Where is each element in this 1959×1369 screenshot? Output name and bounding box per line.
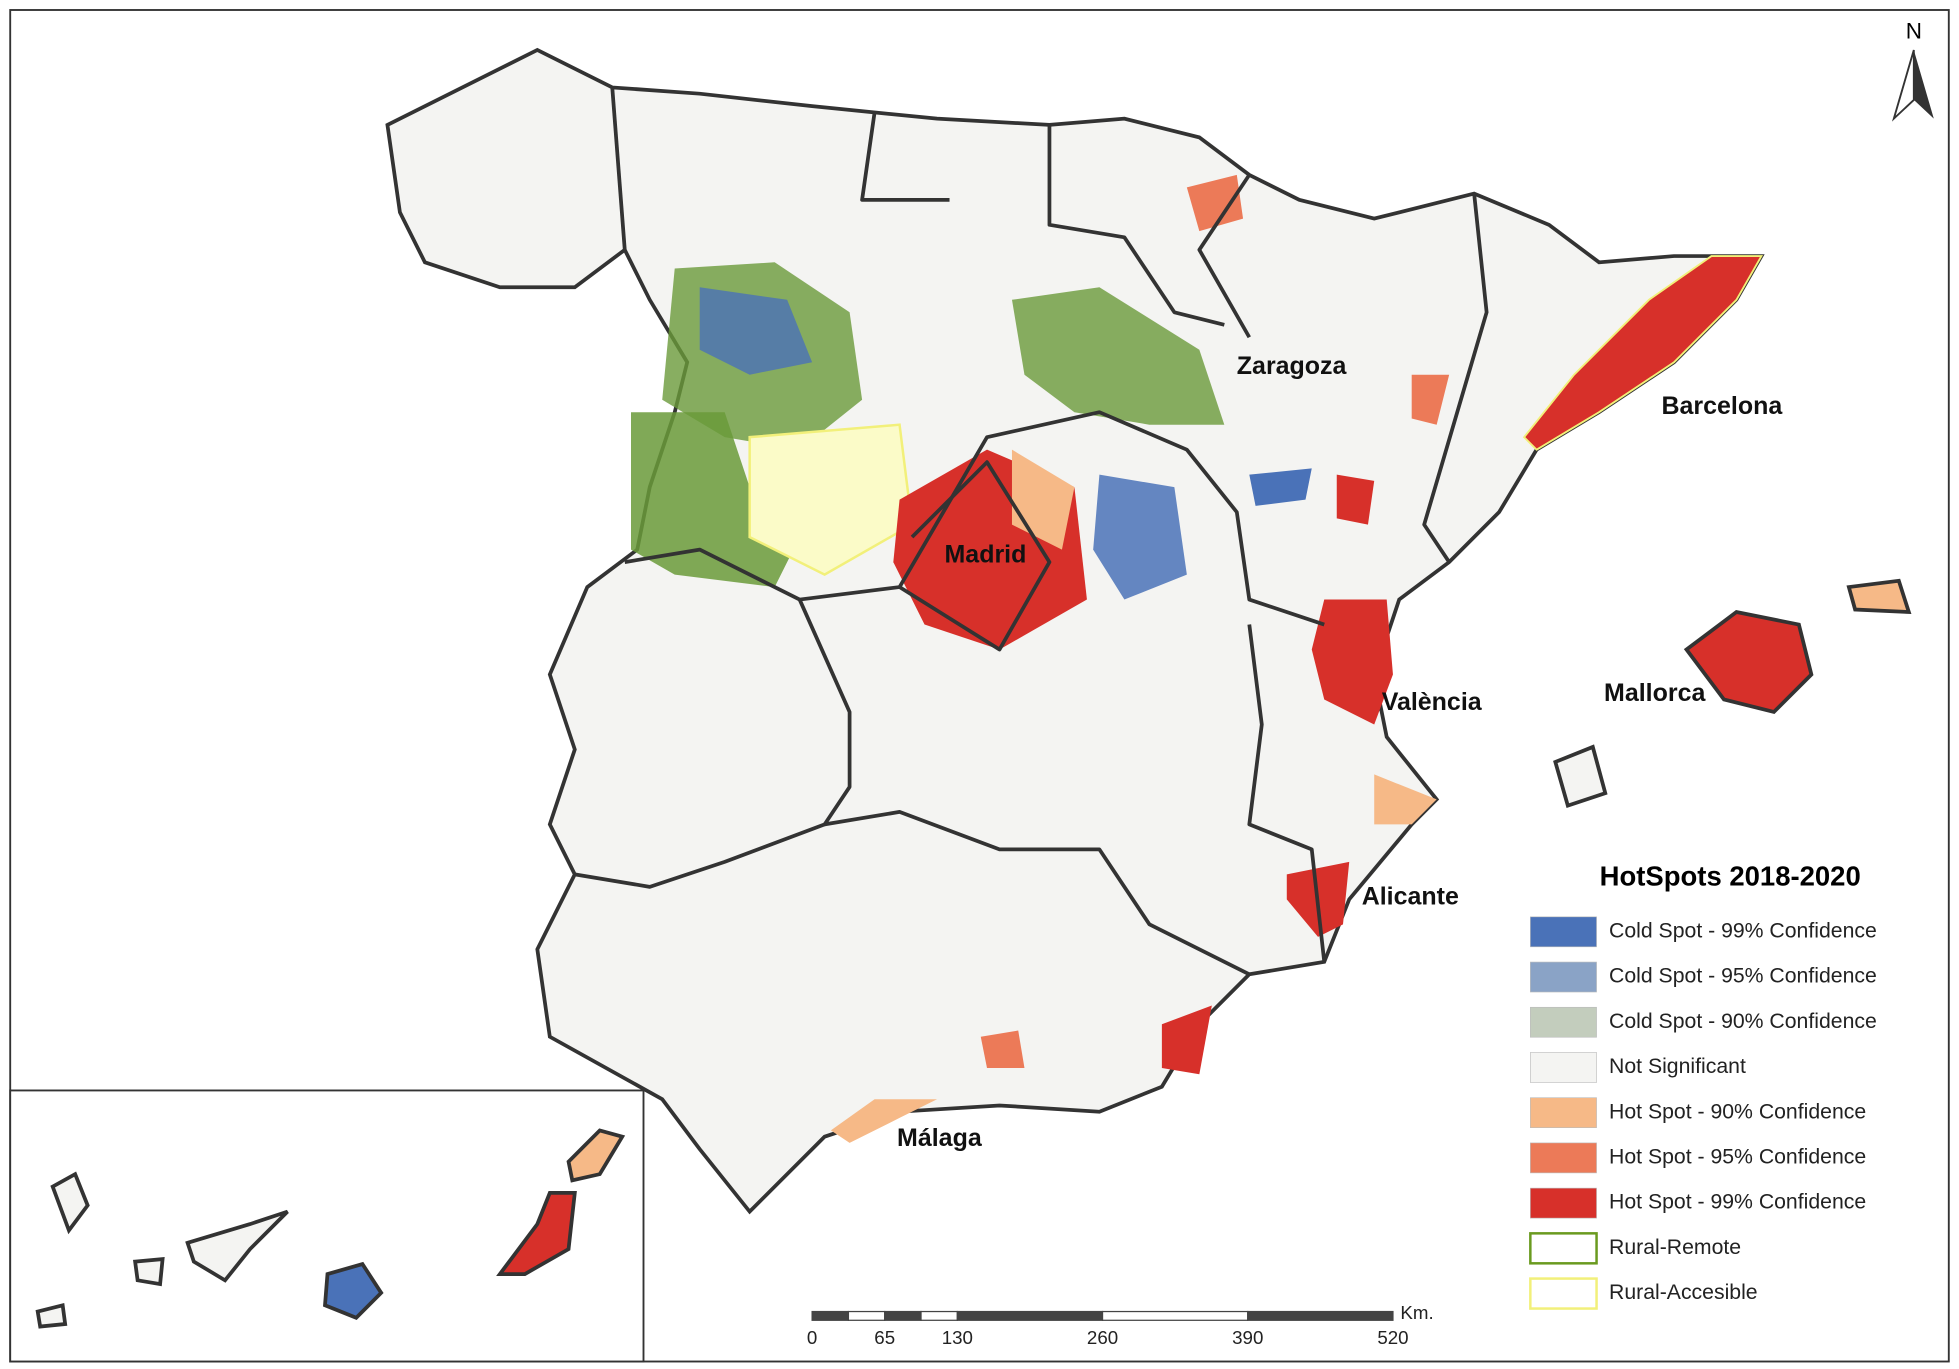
region-border (898, 460, 1052, 652)
region-border (1422, 193, 1489, 564)
legend-swatch (1530, 1052, 1597, 1083)
legend-label: Not Significant (1609, 1055, 1746, 1078)
region-border (1247, 624, 1327, 963)
legend-swatch (1530, 961, 1597, 993)
legend-swatch (1530, 1187, 1597, 1219)
island (1846, 578, 1912, 615)
island (50, 1171, 90, 1235)
scale-tick-label: 65 (874, 1327, 895, 1348)
city-label: València (1382, 688, 1483, 716)
legend-label: Cold Spot - 99% Confidence (1609, 919, 1877, 942)
city-label: Zaragoza (1237, 352, 1348, 380)
cold-area (1011, 287, 1225, 425)
region-border (610, 87, 627, 250)
region-border (624, 410, 1325, 627)
scale-tick-label: 0 (807, 1327, 817, 1348)
legend: Cold Spot - 99% Confidence Cold Spot - 95… (1529, 916, 1877, 1310)
hot-area (1522, 255, 1764, 451)
legend-label: Hot Spot - 99% Confidence (1609, 1191, 1866, 1214)
scale-segment (920, 1310, 958, 1321)
legend-label: Cold Spot - 90% Confidence (1609, 1010, 1877, 1033)
scale-segment (884, 1310, 922, 1321)
scale-segment (956, 1310, 1104, 1321)
scale-segment (847, 1310, 886, 1321)
legend-swatch (1529, 1277, 1598, 1310)
legend-swatch (1529, 1232, 1598, 1265)
legend-swatch (1530, 1142, 1597, 1174)
legend-swatch (1530, 1097, 1597, 1128)
island (185, 1209, 289, 1283)
hotspots (631, 174, 1764, 1143)
scale-segment (811, 1310, 850, 1321)
scale-tick-label: 260 (1087, 1327, 1118, 1348)
rural-area (748, 423, 914, 576)
hot-area (1374, 774, 1437, 825)
city-label: Málaga (897, 1124, 983, 1152)
hot-area (1186, 174, 1244, 232)
scale-tick-label: 390 (1232, 1327, 1263, 1348)
legend-label: Cold Spot - 95% Confidence (1609, 965, 1877, 988)
scale-tick-label: 130 (942, 1327, 973, 1348)
region-border (860, 112, 950, 202)
scale-segment (1247, 1310, 1394, 1321)
island (1683, 610, 1814, 715)
scale-bar: 0 65 130 260 390 520 Km. (807, 1302, 1434, 1348)
hot-area (1336, 474, 1375, 525)
legend-label: Hot Spot - 95% Confidence (1609, 1146, 1866, 1169)
scale-unit: Km. (1400, 1302, 1433, 1323)
island (1553, 744, 1608, 809)
north-label: N (1906, 18, 1922, 43)
region-border (1047, 124, 1225, 327)
city-label: Barcelona (1662, 392, 1784, 420)
island (496, 1191, 577, 1276)
hot-area (1161, 1005, 1212, 1075)
region-borders (574, 87, 1489, 976)
scale-segment (1101, 1310, 1249, 1321)
city-label: Madrid (945, 540, 1027, 568)
island (133, 1257, 165, 1287)
cold-area (1093, 474, 1187, 600)
city-label: Alicante (1362, 883, 1459, 911)
legend-label: Rural-Accesible (1609, 1281, 1758, 1304)
legend-swatch (1530, 1006, 1597, 1038)
region-border (574, 822, 826, 889)
city-label: Mallorca (1604, 679, 1706, 707)
island (35, 1302, 68, 1329)
hot-area (830, 1099, 938, 1143)
hot-area (1411, 374, 1450, 425)
region-border (1197, 173, 1251, 339)
cold-area (631, 412, 800, 588)
legend-title: HotSpots 2018-2020 (1600, 860, 1861, 891)
legend-label: Rural-Remote (1609, 1236, 1741, 1259)
island (566, 1128, 626, 1183)
legend-swatch (1530, 916, 1597, 948)
legend-label: Hot Spot - 90% Confidence (1609, 1100, 1866, 1123)
cold-area (1249, 468, 1312, 506)
canary-islands (35, 1128, 626, 1329)
scale-tick-label: 520 (1377, 1327, 1408, 1348)
hot-area (980, 1030, 1025, 1068)
region-border (797, 598, 1251, 976)
cold-area (699, 287, 813, 375)
island (323, 1261, 384, 1320)
hot-area (1311, 599, 1393, 725)
